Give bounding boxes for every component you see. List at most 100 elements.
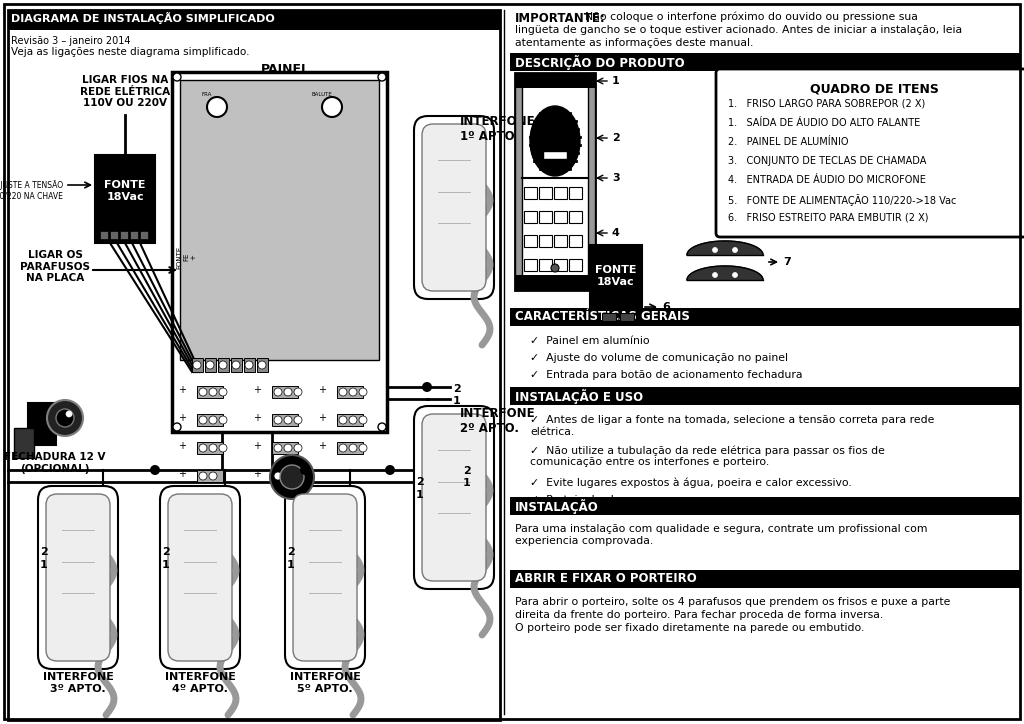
Bar — [524, 211, 537, 223]
Bar — [337, 386, 362, 398]
Text: Não coloque o interfone próximo do ouvido ou pressione sua: Não coloque o interfone próximo do ouvid… — [585, 12, 918, 22]
Circle shape — [551, 264, 559, 272]
Text: ✓  Painel em alumínio: ✓ Painel em alumínio — [530, 336, 649, 346]
Text: IMPORTANTE:: IMPORTANTE: — [515, 12, 606, 25]
Circle shape — [47, 400, 83, 436]
Text: 4.   ENTRADA DE ÁUDIO DO MICROFONE: 4. ENTRADA DE ÁUDIO DO MICROFONE — [728, 175, 926, 185]
Bar — [197, 442, 223, 454]
Text: FONTE
FE
+: FONTE FE + — [176, 245, 196, 269]
Bar — [515, 275, 595, 290]
Circle shape — [258, 361, 266, 369]
Bar — [543, 151, 567, 159]
Circle shape — [349, 416, 357, 424]
Text: lingüeta de gancho se o toque estiver acionado. Antes de iniciar a instalação, l: lingüeta de gancho se o toque estiver ac… — [515, 25, 963, 35]
Bar — [510, 497, 1020, 515]
Bar — [539, 259, 552, 271]
Circle shape — [378, 73, 386, 81]
Circle shape — [385, 465, 395, 475]
Bar — [120, 231, 128, 239]
Text: +: + — [253, 441, 261, 451]
Text: +: + — [318, 413, 326, 423]
Circle shape — [209, 388, 217, 396]
Text: ✓  Não utilize a tubulação da rede elétrica para passar os fios de
comunicação e: ✓ Não utilize a tubulação da rede elétri… — [530, 445, 885, 467]
FancyBboxPatch shape — [38, 486, 118, 669]
Circle shape — [732, 272, 737, 277]
Bar — [180, 80, 379, 360]
FancyBboxPatch shape — [285, 486, 365, 669]
Bar — [8, 10, 500, 30]
Bar — [197, 470, 223, 482]
Circle shape — [294, 444, 302, 452]
Bar — [272, 386, 298, 398]
Text: ✓  Antes de ligar a fonte na tomada, selecione a tensão correta para rede
elétri: ✓ Antes de ligar a fonte na tomada, sele… — [530, 415, 934, 437]
Text: 1: 1 — [162, 560, 170, 570]
Circle shape — [270, 455, 314, 499]
Text: 1: 1 — [463, 478, 471, 488]
Bar — [218, 358, 229, 372]
Bar — [602, 313, 616, 321]
Circle shape — [173, 423, 181, 431]
Text: 1.   FRISO LARGO PARA SOBREPOR (2 X): 1. FRISO LARGO PARA SOBREPOR (2 X) — [728, 99, 926, 109]
Text: BALUTE: BALUTE — [312, 92, 333, 97]
Bar — [569, 259, 582, 271]
Text: 1: 1 — [416, 490, 424, 500]
Circle shape — [284, 472, 292, 480]
Bar — [272, 442, 298, 454]
Bar — [524, 259, 537, 271]
Bar — [554, 259, 567, 271]
Bar — [539, 211, 552, 223]
Text: INTERFONE
1º APTO.: INTERFONE 1º APTO. — [460, 115, 536, 143]
Bar — [272, 414, 298, 426]
FancyBboxPatch shape — [160, 486, 240, 669]
Text: +: + — [318, 385, 326, 395]
Bar — [257, 358, 268, 372]
Bar — [231, 358, 242, 372]
Bar — [337, 442, 362, 454]
Text: 2: 2 — [162, 547, 170, 557]
Text: 2: 2 — [463, 466, 471, 476]
Circle shape — [284, 416, 292, 424]
Bar — [272, 470, 298, 482]
Text: INSTALAÇÃO E USO: INSTALAÇÃO E USO — [515, 389, 643, 404]
Bar — [515, 73, 595, 290]
Bar — [244, 358, 255, 372]
Bar — [110, 231, 118, 239]
Text: 6.   FRISO ESTREITO PARA EMBUTIR (2 X): 6. FRISO ESTREITO PARA EMBUTIR (2 X) — [728, 213, 929, 223]
Text: LIGAR FIOS NA
REDE ELÉTRICA
110V OU 220V: LIGAR FIOS NA REDE ELÉTRICA 110V OU 220V — [80, 75, 170, 108]
Circle shape — [349, 388, 357, 396]
Text: 1.   SAÍDA DE ÁUDIO DO ALTO FALANTE: 1. SAÍDA DE ÁUDIO DO ALTO FALANTE — [728, 118, 921, 128]
Text: LIGAR OS
PARAFUSOS
NA PLACA: LIGAR OS PARAFUSOS NA PLACA — [20, 250, 90, 283]
Text: 6: 6 — [662, 302, 670, 312]
Circle shape — [274, 416, 282, 424]
Text: atentamente as informações deste manual.: atentamente as informações deste manual. — [515, 38, 754, 48]
Bar — [8, 10, 500, 720]
Circle shape — [339, 444, 347, 452]
Text: 4: 4 — [612, 228, 620, 238]
Circle shape — [349, 444, 357, 452]
Ellipse shape — [530, 106, 580, 176]
Text: Veja as ligações neste diagrama simplificado.: Veja as ligações neste diagrama simplifi… — [11, 47, 250, 57]
Circle shape — [219, 444, 227, 452]
Text: +: + — [318, 441, 326, 451]
Text: QUADRO DE ITENS: QUADRO DE ITENS — [810, 83, 938, 96]
FancyBboxPatch shape — [414, 406, 494, 589]
Polygon shape — [687, 241, 763, 255]
Circle shape — [359, 388, 367, 396]
Circle shape — [713, 272, 718, 277]
Circle shape — [294, 472, 302, 480]
Bar — [337, 414, 362, 426]
FancyBboxPatch shape — [414, 116, 494, 299]
Circle shape — [199, 472, 207, 480]
Circle shape — [209, 472, 217, 480]
FancyBboxPatch shape — [293, 494, 357, 661]
Circle shape — [294, 388, 302, 396]
Text: 2: 2 — [453, 384, 461, 394]
Text: PAINEL: PAINEL — [260, 63, 309, 76]
FancyBboxPatch shape — [716, 69, 1024, 237]
Bar — [524, 187, 537, 199]
Text: Revisão 3 – janeiro 2014: Revisão 3 – janeiro 2014 — [11, 36, 130, 46]
Text: INTERFONE
5º APTO.: INTERFONE 5º APTO. — [290, 672, 360, 694]
Bar — [554, 211, 567, 223]
FancyBboxPatch shape — [422, 124, 486, 291]
Bar — [554, 235, 567, 247]
